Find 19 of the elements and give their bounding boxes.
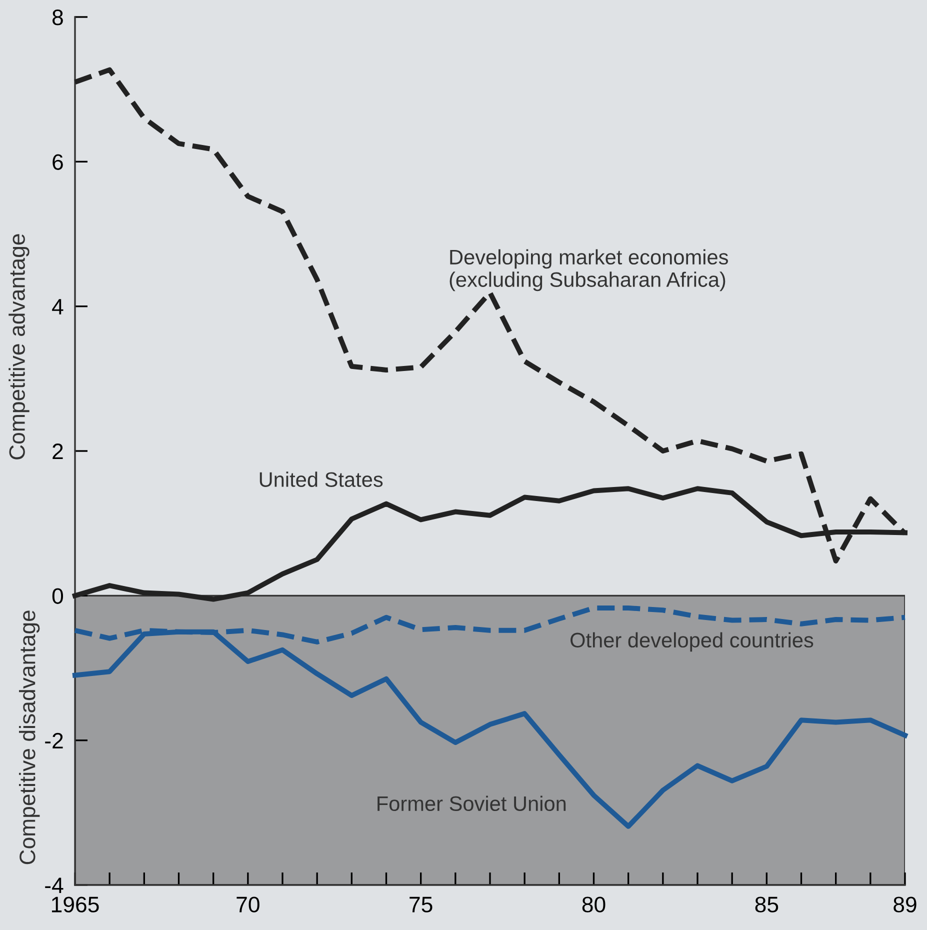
y-tick-label: 0 (52, 588, 64, 604)
x-tick-label: 85 (755, 896, 778, 912)
y-tick-label: 2 (52, 444, 63, 460)
y-tick-label: 8 (52, 10, 63, 26)
x-tick-label: 89 (894, 896, 916, 912)
x-tick-label: 75 (410, 896, 432, 912)
x-tick-label: 1965 (52, 896, 99, 912)
y-tick-label: 6 (52, 154, 63, 170)
series-label: Developing market economies (excluding Subsaharan Africa) (450, 249, 728, 292)
y-tick-label: -2 (45, 732, 63, 748)
y-axis-title: Competitive advantage (8, 234, 30, 460)
y-tick-label: 4 (52, 299, 64, 314)
text: Competitive disadvantage (18, 610, 40, 864)
x-tick-label: 80 (582, 896, 606, 912)
series-label: Former Soviet Union (378, 796, 566, 812)
x-tick-label: 70 (236, 896, 260, 912)
y-tick-label: -4 (45, 878, 64, 894)
series-label: Other developed countries (570, 632, 814, 652)
series-label: United States (260, 472, 383, 487)
